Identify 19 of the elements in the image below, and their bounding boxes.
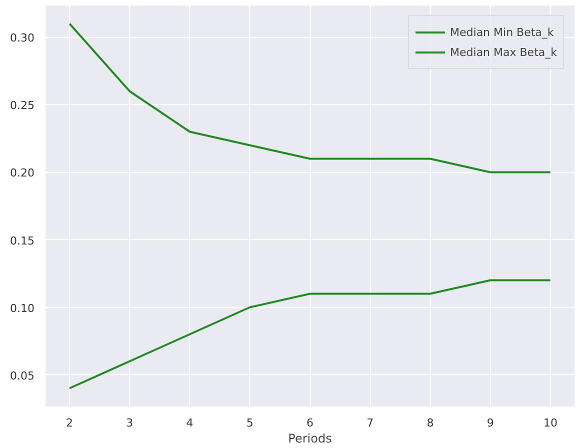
line-series [68, 279, 552, 390]
x-tick-label: 6 [306, 416, 314, 430]
x-tick-label: 7 [366, 416, 374, 430]
x-tick-label: 4 [186, 416, 194, 430]
y-tick-label: 0.30 [10, 32, 35, 45]
x-tick-label: 5 [246, 416, 254, 430]
x-tick-label: 3 [126, 416, 134, 430]
x-tick-label: 8 [426, 416, 434, 430]
y-tick-label: 0.05 [10, 369, 35, 382]
legend-label: Median Max Beta_k [450, 46, 557, 58]
y-tick-label: 0.20 [10, 166, 35, 180]
y-tick-label: 0.15 [10, 234, 35, 248]
y-tick-label: 0.25 [10, 99, 35, 112]
x-tick-label: 9 [486, 416, 494, 430]
y-tick-label: 0.10 [10, 302, 35, 315]
x-axis-title: Periods [288, 432, 332, 446]
x-tick-label: 2 [66, 416, 74, 430]
legend-label: Median Min Beta_k [450, 26, 554, 38]
x-tick-label: 10 [543, 416, 558, 430]
